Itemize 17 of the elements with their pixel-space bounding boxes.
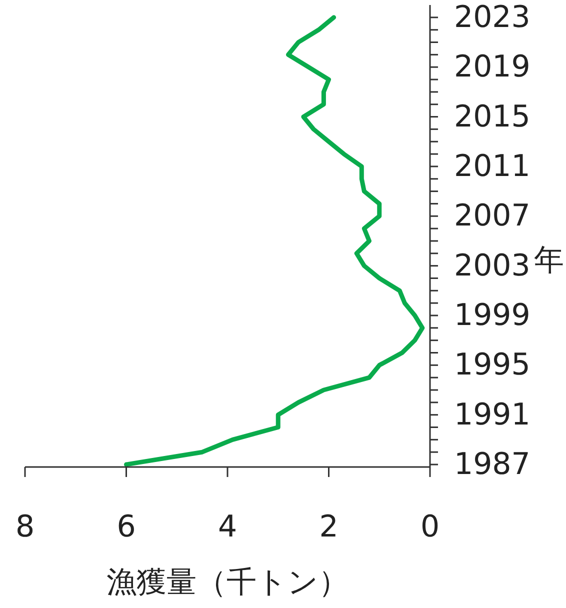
y-tick-label: 1995 [454, 348, 530, 383]
y-tick-label: 1999 [454, 298, 530, 333]
y-tick-label: 2007 [454, 198, 530, 234]
x-tick-label: 0 [420, 510, 440, 544]
y-axis-title: 年 [534, 242, 564, 280]
x-axis-title: 漁獲量（千トン） [106, 564, 350, 602]
y-tick-label: 2015 [454, 99, 530, 134]
y-tick-label: 2019 [454, 50, 530, 85]
y-tick-label: 1991 [454, 397, 530, 432]
x-tick-label: 8 [15, 510, 35, 544]
x-tick-label: 6 [116, 510, 136, 544]
y-tick-label: 2003 [454, 248, 530, 284]
x-tick-label: 2 [319, 510, 338, 544]
y-tick-label: 1987 [454, 447, 530, 482]
x-tick-label: 4 [218, 510, 238, 544]
y-tick-label: 2023 [454, 0, 530, 35]
y-tick-label: 2011 [454, 148, 530, 184]
